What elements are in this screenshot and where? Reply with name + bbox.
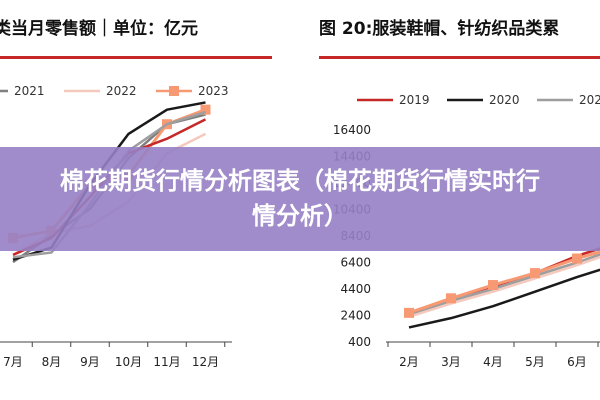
legend-entry: 2023 xyxy=(198,84,229,98)
series-marker xyxy=(488,280,498,291)
series-line-1 xyxy=(408,268,600,329)
y-tick-label: 6400 xyxy=(340,256,371,270)
x-tick-label: 3月 xyxy=(441,355,461,369)
x-tick-label: 2月 xyxy=(399,355,419,369)
x-tick-label: 8月 xyxy=(42,355,62,369)
left-title-divider xyxy=(0,56,272,59)
y-tick-label: 4400 xyxy=(340,282,371,296)
right-title-divider xyxy=(319,56,600,59)
y-tick-label: 400 xyxy=(348,335,371,349)
y-tick-label: 16400 xyxy=(333,123,371,137)
y-tick-label: 2400 xyxy=(340,309,371,323)
overlay-band xyxy=(0,147,600,251)
series-marker xyxy=(530,268,540,279)
series-line-3 xyxy=(408,255,600,319)
x-tick-label: 4月 xyxy=(483,355,503,369)
x-tick-label: 9月 xyxy=(80,355,100,369)
x-tick-label: 5月 xyxy=(525,355,545,369)
x-tick-label: 7月 xyxy=(3,355,23,369)
legend-entry: 2021 xyxy=(579,93,600,107)
legend-entry: 2021 xyxy=(14,84,45,98)
right-chart-title: 图 20:服装鞋帽、针纺织品类累 xyxy=(319,19,560,39)
series-line-2 xyxy=(408,253,600,317)
series-marker xyxy=(200,104,211,115)
left-chart-title: 类当月零售额｜单位：亿元 xyxy=(0,19,198,39)
legend-entry: 2022 xyxy=(106,84,137,98)
legend-entry: 2020 xyxy=(489,93,520,107)
overlay-title: 棉花期货行情分析图表（棉花期货行情实时行情分析） xyxy=(60,167,540,230)
series-marker xyxy=(572,253,582,264)
legend-marker xyxy=(169,86,179,96)
series-line-4 xyxy=(408,250,600,315)
x-tick-label: 12月 xyxy=(192,355,219,369)
x-tick-label: 6月 xyxy=(567,355,587,369)
x-tick-label: 11月 xyxy=(153,355,180,369)
x-tick-label: 10月 xyxy=(115,355,142,369)
series-marker xyxy=(404,307,414,318)
legend-entry: 2019 xyxy=(399,93,430,107)
series-marker xyxy=(446,293,456,304)
